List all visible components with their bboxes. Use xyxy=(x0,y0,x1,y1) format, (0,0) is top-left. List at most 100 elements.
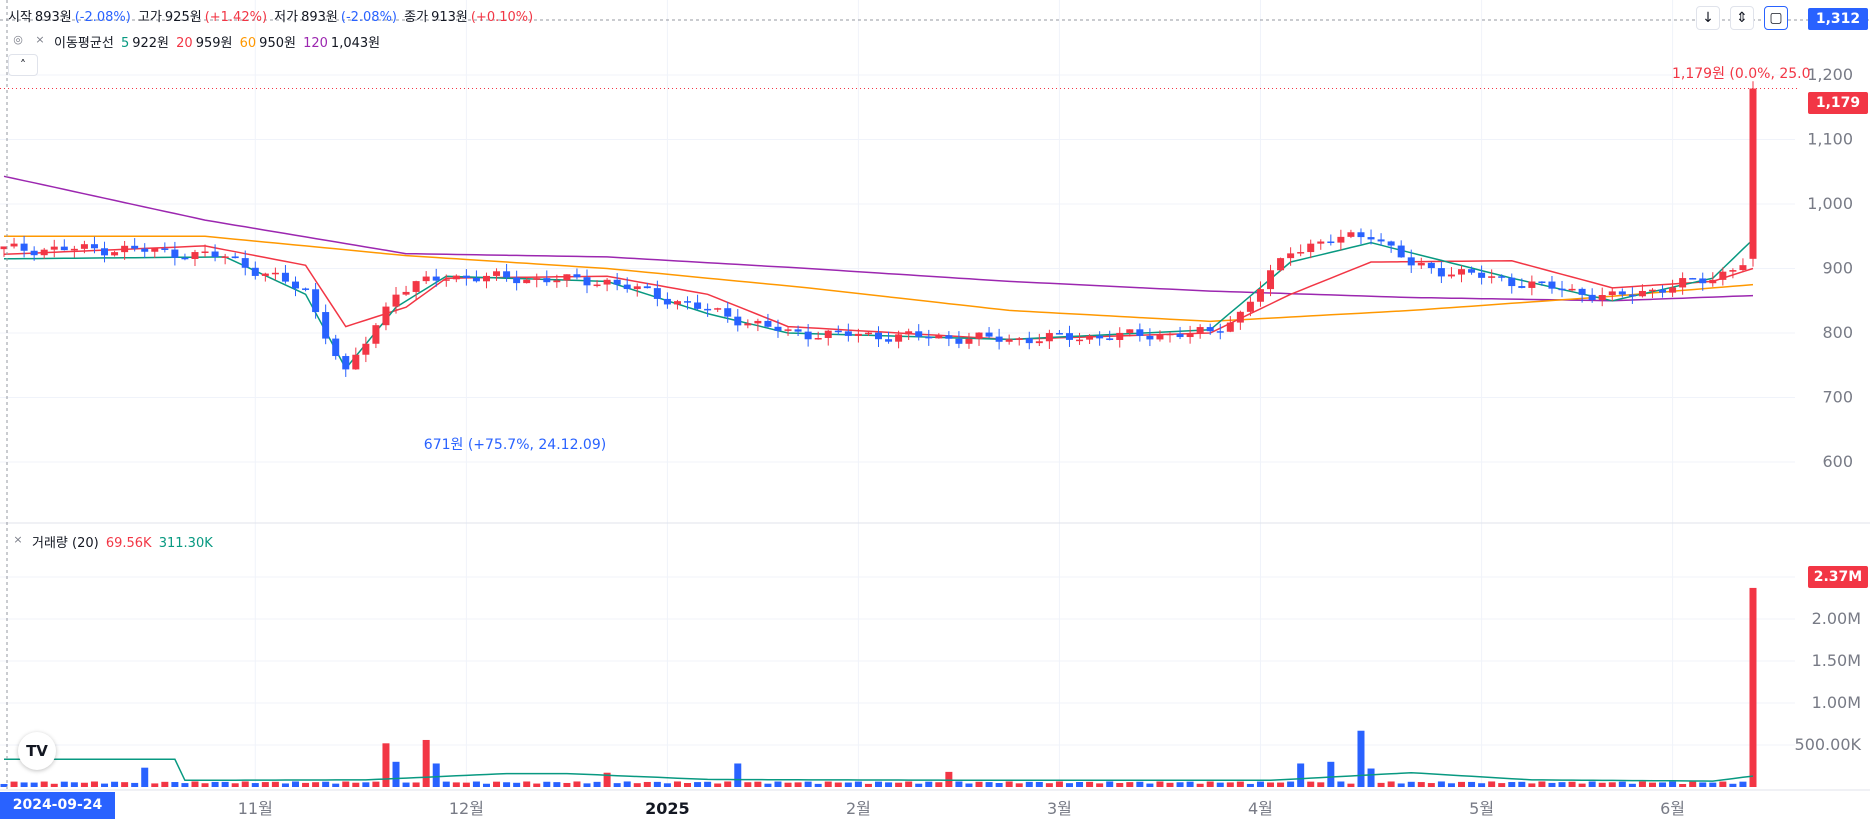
eye-off-icon[interactable]: ◎ xyxy=(13,33,23,46)
volume-bar xyxy=(1226,782,1234,787)
volume-bar xyxy=(1076,781,1084,787)
volume-bar xyxy=(764,783,772,787)
time-tick-label: 3월 xyxy=(1047,799,1072,818)
collapse-legend-button[interactable]: ˄ xyxy=(8,54,38,76)
candle-body xyxy=(1689,278,1697,280)
volume-bar xyxy=(1005,781,1013,787)
candle-body xyxy=(704,308,712,311)
volume-bar xyxy=(271,781,279,787)
volume-bar xyxy=(864,783,872,787)
volume-bar xyxy=(1739,781,1747,787)
volume-bar xyxy=(302,782,310,787)
candle-body xyxy=(1347,232,1355,237)
volume-bar xyxy=(663,783,671,787)
candle-body xyxy=(653,288,661,299)
high-value: 925원 xyxy=(164,10,202,25)
volume-bar xyxy=(241,781,249,787)
volume-bar xyxy=(623,781,631,787)
volume-bar xyxy=(342,781,350,787)
volume-bar xyxy=(1669,781,1677,787)
volume-bar xyxy=(1648,782,1656,787)
ma20-value: 959원 xyxy=(195,36,233,51)
candle-body xyxy=(1136,329,1144,336)
candle-body xyxy=(1699,278,1707,284)
price-tick-label: 800 xyxy=(1822,323,1853,342)
volume-bar xyxy=(643,781,651,787)
volume-bar xyxy=(1447,783,1455,787)
candle-body xyxy=(734,316,742,326)
low-price-annotation: 671원 (+75.7%, 24.12.09) xyxy=(424,437,606,453)
ma60-value: 950원 xyxy=(259,36,296,51)
volume-bar xyxy=(975,781,983,787)
candle-body xyxy=(854,333,862,336)
candle-body xyxy=(1468,269,1476,273)
candle-body xyxy=(1226,322,1234,332)
candle-body xyxy=(1246,301,1254,312)
price-scale-top-badge: 1,312 xyxy=(1808,8,1868,30)
candle-body xyxy=(241,258,249,268)
low-change: (-2.08%) xyxy=(340,10,398,25)
ma-legend-title: 이동평균선 xyxy=(54,36,114,51)
volume-bar xyxy=(704,781,712,787)
candle-body xyxy=(1447,274,1455,277)
price-tick-label: 1,200 xyxy=(1807,65,1853,84)
volume-bar xyxy=(50,783,58,787)
candle-body xyxy=(985,332,993,337)
candle-body xyxy=(1488,276,1496,278)
volume-bar xyxy=(553,782,561,787)
candle-body xyxy=(613,279,621,285)
volume-bar xyxy=(332,783,340,787)
volume-bar xyxy=(1568,781,1576,787)
open-label: 시작 xyxy=(8,10,32,25)
candle-body xyxy=(754,320,762,324)
volume-bar xyxy=(10,781,18,787)
ma120-period: 120 xyxy=(303,36,328,51)
volume-bar xyxy=(1478,783,1486,787)
ma5-line xyxy=(3,238,1754,370)
candle-body xyxy=(382,306,390,326)
volume-bar xyxy=(372,781,380,787)
candle-body xyxy=(1729,270,1737,272)
volume-bar xyxy=(1156,781,1164,787)
open-change: (-2.08%) xyxy=(74,10,131,25)
close-icon[interactable]: × xyxy=(35,33,45,46)
collapse-icon[interactable]: ⇕ xyxy=(1730,6,1754,30)
volume-bar xyxy=(493,781,501,787)
candle-body xyxy=(784,329,792,331)
candle-body xyxy=(533,278,541,280)
volume-bar xyxy=(70,782,78,787)
candle-body xyxy=(1186,333,1194,338)
candle-body xyxy=(1045,333,1053,342)
candle-body xyxy=(1548,281,1556,289)
candle-body xyxy=(633,286,641,290)
maximize-icon[interactable]: ▢ xyxy=(1764,6,1788,30)
arrow-down-icon[interactable]: ↓ xyxy=(1696,6,1720,30)
volume-bar xyxy=(1337,781,1345,787)
last-volume-badge: 2.37M xyxy=(1808,566,1868,588)
volume-bar xyxy=(895,782,903,787)
candle-body xyxy=(302,288,310,290)
volume-bar xyxy=(714,783,722,787)
candle-body xyxy=(1176,333,1184,338)
candle-body xyxy=(1498,276,1506,278)
volume-tick-label: 500.00K xyxy=(1795,735,1862,754)
candle-body xyxy=(1337,236,1345,243)
candle-body xyxy=(261,273,269,276)
volume-bar xyxy=(673,781,681,787)
volume-bar xyxy=(101,783,109,787)
volume-bar xyxy=(1347,783,1355,787)
volume-bar xyxy=(935,782,943,787)
price-tick-label: 700 xyxy=(1822,388,1853,407)
volume-close-icon[interactable]: × xyxy=(13,533,23,546)
candle-body xyxy=(1719,271,1727,280)
candle-body xyxy=(201,251,209,254)
volume-bar xyxy=(261,782,269,787)
volume-bar xyxy=(844,782,852,787)
ma20-period: 20 xyxy=(176,36,193,51)
tradingview-logo-icon[interactable]: TV xyxy=(18,732,56,770)
candle-body xyxy=(553,280,561,283)
volume-bar xyxy=(1417,782,1425,787)
volume-bar xyxy=(583,783,591,787)
volume-bar xyxy=(1065,783,1073,787)
